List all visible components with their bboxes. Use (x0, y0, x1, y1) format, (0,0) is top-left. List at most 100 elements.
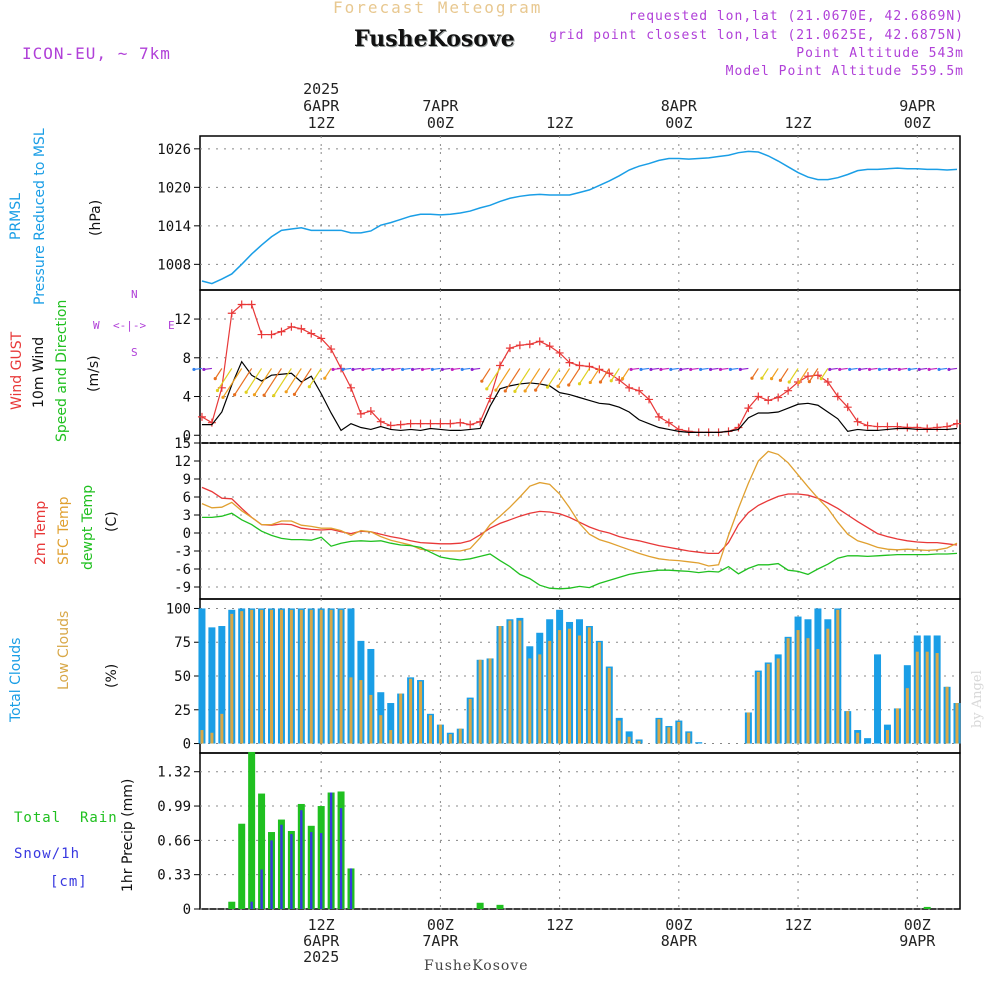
wind-arrow-head (503, 389, 507, 393)
low-cloud-bar (856, 732, 860, 744)
low-cloud-bar (528, 658, 532, 744)
wind-arrow-head (778, 378, 783, 382)
low-cloud-bar (826, 628, 830, 744)
low-cloud-bar (627, 736, 631, 744)
wind-arrow-head (450, 367, 454, 372)
wind-direction-arrow (285, 368, 302, 393)
gust-marker (277, 327, 286, 336)
gust-marker (645, 395, 654, 404)
low-cloud-bar (279, 609, 283, 744)
rain-bar (238, 823, 246, 909)
y-tick-label: 0.33 (157, 868, 191, 884)
wind-arrow-head (769, 377, 774, 381)
bottom-time-label: 12Z (308, 916, 335, 934)
y-tick-label: 8 (183, 351, 191, 367)
wind-direction-arrow (589, 368, 600, 383)
low-cloud-bar (210, 732, 214, 744)
wind-arrow-head (838, 367, 842, 372)
y-tick-label: 1020 (157, 180, 191, 196)
wind-arrow-head (857, 367, 862, 372)
low-cloud-bar (399, 693, 403, 744)
low-cloud-bar (955, 703, 959, 744)
wind-direction-arrow (214, 368, 223, 379)
gust-marker (535, 337, 544, 346)
gust-marker (684, 427, 693, 436)
gust-marker (366, 407, 375, 416)
wind-direction-arrow (610, 368, 620, 382)
gust-marker (356, 409, 365, 418)
gust-marker (267, 330, 276, 339)
bottom-time-label: 8APR (661, 932, 698, 950)
y-tick-label: 0.66 (157, 833, 191, 849)
wind-direction-arrow (622, 368, 630, 379)
snow-bar (329, 792, 333, 909)
wind-direction-arrow (751, 368, 759, 379)
low-cloud-bar (319, 609, 323, 744)
wind-arrow-head (252, 393, 257, 397)
wind-direction-arrow (495, 368, 511, 391)
y-tick-label: 75 (174, 635, 191, 651)
gust-marker (376, 417, 385, 426)
total-cloud-bar (387, 703, 395, 744)
low-cloud-bar (270, 609, 274, 744)
wind-arrow-head (494, 388, 498, 392)
low-cloud-bar (309, 609, 313, 744)
gust-marker (803, 372, 812, 381)
wind-arrow-head (292, 392, 297, 396)
low-cloud-bar (379, 715, 383, 744)
gust-marker (297, 324, 306, 333)
wind-arrow-head (897, 367, 901, 372)
low-cloud-bar (478, 659, 482, 744)
low-cloud-bar (746, 712, 750, 744)
low-cloud-bar (419, 681, 423, 744)
wind-arrow-head (213, 377, 217, 381)
gust-marker (496, 361, 505, 370)
wind-arrow-head (689, 367, 693, 372)
y-tick-label: 1.32 (157, 765, 191, 781)
pressure-line (201, 150, 958, 285)
total-cloud-bar (347, 608, 355, 744)
low-cloud-bar (945, 686, 949, 744)
y-tick-label: 0 (183, 737, 191, 753)
snow-unit-label: [cm] (50, 874, 88, 890)
gust-marker (197, 412, 206, 421)
wind-line (201, 360, 958, 433)
gust-marker (823, 377, 832, 386)
low-cloud-bar (260, 609, 264, 744)
low-cloud-bar (657, 719, 661, 744)
wind-direction-arrow (504, 368, 521, 392)
gust-marker (903, 423, 912, 432)
gust-marker (515, 341, 524, 350)
low-cloud-bar (250, 609, 254, 744)
gust-marker (654, 412, 663, 421)
wind-direction-arrow (263, 368, 282, 396)
gust-marker (237, 300, 246, 309)
low-cloud-bar (518, 620, 522, 744)
y-tick-label: 3 (183, 508, 191, 524)
snow-bar (270, 840, 273, 909)
low-cloud-bar (816, 648, 820, 744)
top-time-label: 7APR (422, 97, 459, 115)
wind-direction-arrow (216, 368, 233, 391)
wind-arrow-head (867, 367, 872, 372)
wind-arrow-head (639, 367, 643, 372)
rain-label: Rain (80, 810, 118, 826)
gust-marker (843, 403, 852, 412)
wind-arrow-head (351, 367, 355, 372)
wind-arrow-head (284, 390, 288, 394)
low-cloud-bar (846, 711, 850, 744)
y-tick-label: 15 (174, 436, 191, 452)
wind-direction-arrow (779, 368, 789, 381)
low-cloud-bar (409, 678, 413, 744)
wind-direction-arrow (324, 368, 332, 379)
bottom-time-label: 00Z (427, 916, 454, 934)
gust-marker (307, 329, 316, 338)
y-tick-label: 1008 (157, 257, 191, 273)
wind-direction-arrow (761, 368, 769, 379)
low-cloud-bar (587, 627, 591, 744)
gust-marker (565, 358, 574, 367)
low-cloud-bar (796, 630, 800, 744)
low-cloud-bar (637, 740, 641, 744)
low-cloud-bar (349, 677, 353, 744)
